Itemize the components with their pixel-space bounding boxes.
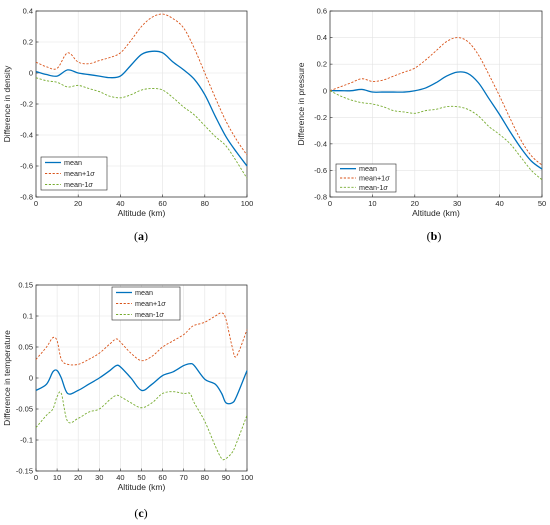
legend: mean mean+1σ mean-1σ bbox=[111, 286, 181, 321]
legend-label: mean bbox=[64, 158, 82, 167]
chart-b: 0 10 20 30 40 50 -0.8 -0.6 -0.4 -0.2 0 0.2 0.4 0.6 Alt… bbox=[296, 7, 546, 243]
y-tick-label: 0 bbox=[29, 69, 33, 78]
x-axis-label: Altitude (km) bbox=[412, 208, 460, 218]
x-tick-label: 100 bbox=[241, 199, 254, 208]
legend-sigma: σ bbox=[159, 310, 164, 319]
x-tick-label: 90 bbox=[222, 473, 230, 482]
figure-caption: (b) bbox=[427, 229, 442, 243]
y-tick-label: 0.4 bbox=[317, 33, 327, 42]
caption-part: ) bbox=[144, 506, 148, 520]
legend-sigma: σ bbox=[161, 299, 166, 308]
y-tick-label: -0.4 bbox=[314, 139, 327, 148]
y-tick-label: 0 bbox=[29, 374, 33, 383]
y-tick-label: -0.2 bbox=[20, 100, 33, 109]
y-tick-label: 0 bbox=[323, 86, 327, 95]
chart-a: 0 20 40 60 80 100 -0.8 -0.6 -0.4 -0.2 0 0.2 0.4 Altit… bbox=[2, 7, 253, 243]
legend: mean mean+1σ mean-1σ bbox=[40, 156, 108, 191]
y-tick-label: 0.1 bbox=[23, 312, 33, 321]
y-tick-label: -0.05 bbox=[16, 405, 33, 414]
legend-label: mean-1σ bbox=[135, 310, 164, 319]
x-axis-label: Altitude (km) bbox=[118, 482, 166, 492]
y-tick-label: 0.05 bbox=[18, 343, 33, 352]
caption-part: ( bbox=[134, 506, 138, 520]
axes-frame bbox=[329, 10, 543, 198]
caption-part: c bbox=[138, 506, 144, 520]
legend-label: mean-1σ bbox=[64, 180, 93, 189]
caption-part: ( bbox=[427, 229, 431, 243]
caption-part: a bbox=[138, 229, 144, 243]
series-line-mean bbox=[329, 71, 543, 170]
x-tick-label: 50 bbox=[538, 199, 546, 208]
caption-part: ) bbox=[437, 229, 441, 243]
x-tick-label: 40 bbox=[116, 199, 124, 208]
x-tick-label: 30 bbox=[95, 473, 103, 482]
x-tick-label: 10 bbox=[368, 199, 376, 208]
x-tick-label: 20 bbox=[411, 199, 419, 208]
legend-sigma: σ bbox=[385, 174, 390, 183]
x-tick-label: 40 bbox=[495, 199, 503, 208]
y-tick-label: -0.1 bbox=[20, 436, 33, 445]
x-tick-label: 20 bbox=[74, 473, 82, 482]
legend-sigma: σ bbox=[88, 180, 93, 189]
y-axis-label: Difference in temperature bbox=[2, 330, 12, 426]
y-axis-label: Difference in density bbox=[2, 65, 12, 143]
chart-c: 0 10 20 30 40 50 60 70 80 90 100 -0.15 -0.1 -0.05 0 0.0… bbox=[2, 281, 253, 520]
x-tick-label: 10 bbox=[53, 473, 61, 482]
y-tick-label: 0.2 bbox=[23, 38, 33, 47]
figure-caption: (c) bbox=[134, 506, 147, 520]
y-tick-label: 0.15 bbox=[18, 281, 33, 290]
x-tick-label: 70 bbox=[180, 473, 188, 482]
y-tick-label: 0.6 bbox=[317, 7, 327, 16]
y-tick-label: 0.4 bbox=[23, 7, 33, 16]
legend-label: mean+1σ bbox=[359, 174, 390, 183]
x-tick-label: 60 bbox=[158, 199, 166, 208]
figure-caption: (a) bbox=[134, 229, 148, 243]
legend-label: mean-1σ bbox=[359, 183, 388, 192]
y-tick-label: -0.6 bbox=[314, 166, 327, 175]
series-line-mean-1 bbox=[35, 77, 248, 179]
legend-label: mean bbox=[135, 288, 153, 297]
x-tick-label: 100 bbox=[241, 473, 254, 482]
y-tick-label: -0.6 bbox=[20, 162, 33, 171]
x-tick-label: 0 bbox=[328, 199, 332, 208]
x-tick-label: 40 bbox=[116, 473, 124, 482]
legend-label: mean+1σ bbox=[135, 299, 166, 308]
series-line-mean-1 bbox=[35, 391, 248, 461]
x-tick-label: 20 bbox=[74, 199, 82, 208]
y-axis-label: Difference in pressure bbox=[296, 62, 306, 145]
x-tick-label: 80 bbox=[201, 199, 209, 208]
x-tick-label: 30 bbox=[453, 199, 461, 208]
x-tick-label: 0 bbox=[34, 473, 38, 482]
y-tick-label: 0.2 bbox=[317, 60, 327, 69]
legend-label: mean+1σ bbox=[64, 169, 95, 178]
caption-part: b bbox=[431, 229, 438, 243]
series-line-mean bbox=[35, 362, 248, 405]
y-tick-label: -0.4 bbox=[20, 131, 33, 140]
y-tick-label: -0.8 bbox=[314, 193, 327, 202]
series-line-mean-1 bbox=[35, 13, 248, 156]
caption-part: ) bbox=[144, 229, 148, 243]
x-tick-label: 0 bbox=[34, 199, 38, 208]
x-tick-label: 60 bbox=[158, 473, 166, 482]
series-line-mean bbox=[35, 50, 248, 167]
legend-label: mean bbox=[359, 164, 377, 173]
legend-sigma: σ bbox=[90, 169, 95, 178]
x-tick-label: 80 bbox=[201, 473, 209, 482]
y-tick-label: -0.2 bbox=[314, 113, 327, 122]
y-tick-label: -0.15 bbox=[16, 467, 33, 476]
legend-sigma: σ bbox=[383, 183, 388, 192]
x-tick-label: 50 bbox=[137, 473, 145, 482]
y-tick-label: -0.8 bbox=[20, 193, 33, 202]
series-line-mean-1 bbox=[35, 312, 248, 366]
caption-part: ( bbox=[134, 229, 138, 243]
x-axis-label: Altitude (km) bbox=[118, 208, 166, 218]
